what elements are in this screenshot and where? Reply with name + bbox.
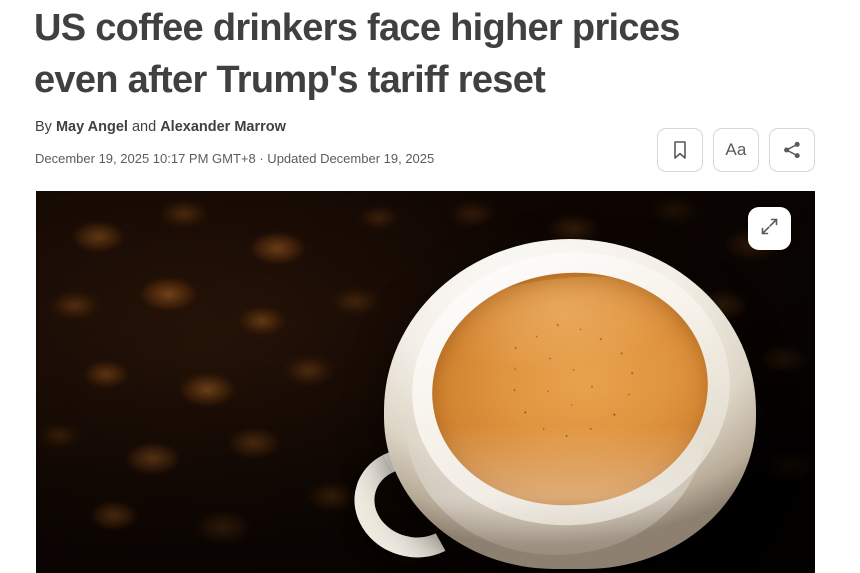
- text-size-label: Aa: [725, 140, 747, 159]
- byline-author-two[interactable]: Alexander Marrow: [160, 119, 286, 135]
- article-action-bar: Aa: [657, 128, 815, 172]
- bookmark-button[interactable]: [657, 128, 703, 172]
- share-button[interactable]: [769, 128, 815, 172]
- article-timestamp: December 19, 2025 10:17 PM GMT+8 · Updat…: [35, 151, 435, 166]
- expand-image-button[interactable]: [748, 207, 791, 250]
- page-title: US coffee drinkers face higher prices ev…: [34, 7, 680, 101]
- byline: By May Angel and Alexander Marrow: [35, 118, 286, 137]
- byline-lead: By: [35, 119, 52, 135]
- byline-author-one[interactable]: May Angel: [55, 119, 128, 135]
- coffee-cup: [341, 237, 784, 573]
- hero-image: [36, 191, 815, 573]
- bookmark-icon: [672, 140, 688, 160]
- text-size-button[interactable]: Aa: [713, 128, 759, 172]
- expand-icon: [760, 217, 779, 241]
- share-icon: [782, 140, 802, 160]
- byline-conjunction: and: [131, 119, 157, 135]
